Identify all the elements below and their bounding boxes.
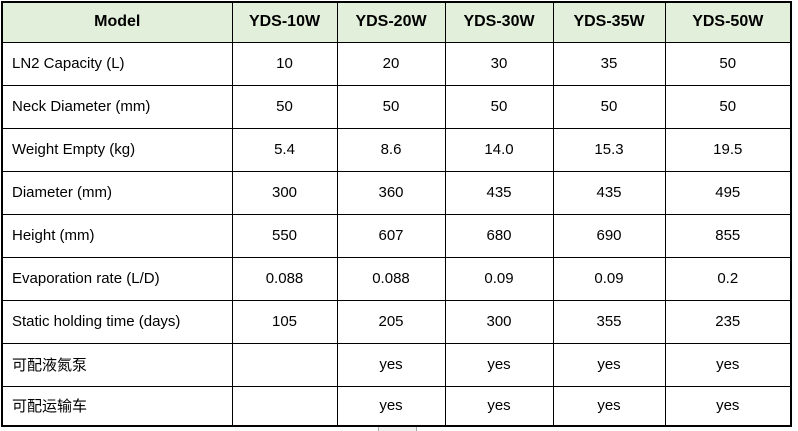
- column-header-yds-10w: YDS-10W: [231, 1, 338, 43]
- table-cell: 300: [444, 299, 554, 344]
- table-cell: 435: [552, 170, 666, 215]
- table-cell: 690: [552, 213, 666, 258]
- table-row-transport-cart-option: 可配运输车 yes yes yes yes: [1, 385, 792, 427]
- table-cell: 8.6: [336, 127, 446, 172]
- table-cell: yes: [336, 385, 446, 427]
- table-cell: 50: [664, 84, 792, 129]
- spec-table: Model YDS-10W YDS-20W YDS-30W YDS-35W YD…: [1, 1, 792, 427]
- table-cell: 205: [336, 299, 446, 344]
- table-cell: 50: [231, 84, 338, 129]
- table-row-evaporation-rate: Evaporation rate (L/D) 0.088 0.088 0.09 …: [1, 256, 792, 301]
- table-cell: 550: [231, 213, 338, 258]
- table-cell: 0.088: [336, 256, 446, 301]
- table-cell: 435: [444, 170, 554, 215]
- table-cell: 607: [336, 213, 446, 258]
- table-cell: [231, 342, 338, 387]
- row-label: Diameter (mm): [1, 170, 233, 215]
- table-cell: 360: [336, 170, 446, 215]
- column-header-yds-50w: YDS-50W: [664, 1, 792, 43]
- column-header-yds-30w: YDS-30W: [444, 1, 554, 43]
- row-label: Height (mm): [1, 213, 233, 258]
- header-row: Model YDS-10W YDS-20W YDS-30W YDS-35W YD…: [1, 1, 792, 43]
- table-row-neck-diameter: Neck Diameter (mm) 50 50 50 50 50: [1, 84, 792, 129]
- table-row-weight-empty: Weight Empty (kg) 5.4 8.6 14.0 15.3 19.5: [1, 127, 792, 172]
- table-cell: yes: [336, 342, 446, 387]
- column-header-yds-20w: YDS-20W: [336, 1, 446, 43]
- table-cell: 20: [336, 41, 446, 86]
- table-cell: [231, 385, 338, 427]
- table-cell: 50: [664, 41, 792, 86]
- table-row-static-holding-time: Static holding time (days) 105 205 300 3…: [1, 299, 792, 344]
- row-label: Weight Empty (kg): [1, 127, 233, 172]
- column-header-yds-35w: YDS-35W: [552, 1, 666, 43]
- scrollbar-fragment: [378, 427, 417, 431]
- table-row-ln2-pump-option: 可配液氮泵 yes yes yes yes: [1, 342, 792, 387]
- table-cell: 0.2: [664, 256, 792, 301]
- table-cell: 855: [664, 213, 792, 258]
- table-cell: 5.4: [231, 127, 338, 172]
- table-cell: 10: [231, 41, 338, 86]
- column-header-model: Model: [1, 1, 233, 43]
- row-label: 可配运输车: [1, 385, 233, 427]
- table-cell: 355: [552, 299, 666, 344]
- table-cell: 50: [336, 84, 446, 129]
- table-cell: 680: [444, 213, 554, 258]
- table-cell: yes: [552, 342, 666, 387]
- row-label: Static holding time (days): [1, 299, 233, 344]
- table-cell: yes: [552, 385, 666, 427]
- row-label: LN2 Capacity (L): [1, 41, 233, 86]
- table-cell: 0.088: [231, 256, 338, 301]
- row-label: 可配液氮泵: [1, 342, 233, 387]
- table-cell: 105: [231, 299, 338, 344]
- table-cell: 50: [552, 84, 666, 129]
- table-cell: 50: [444, 84, 554, 129]
- table-cell: yes: [444, 385, 554, 427]
- table-cell: 15.3: [552, 127, 666, 172]
- table-row-height: Height (mm) 550 607 680 690 855: [1, 213, 792, 258]
- table-cell: 35: [552, 41, 666, 86]
- table-cell: yes: [664, 342, 792, 387]
- table-cell: yes: [444, 342, 554, 387]
- table-cell: 235: [664, 299, 792, 344]
- table-row-ln2-capacity: LN2 Capacity (L) 10 20 30 35 50: [1, 41, 792, 86]
- table-cell: 300: [231, 170, 338, 215]
- row-label: Neck Diameter (mm): [1, 84, 233, 129]
- table-cell: yes: [664, 385, 792, 427]
- table-row-diameter: Diameter (mm) 300 360 435 435 495: [1, 170, 792, 215]
- table-cell: 0.09: [444, 256, 554, 301]
- table-cell: 495: [664, 170, 792, 215]
- table-cell: 0.09: [552, 256, 666, 301]
- table-cell: 14.0: [444, 127, 554, 172]
- row-label: Evaporation rate (L/D): [1, 256, 233, 301]
- table-cell: 19.5: [664, 127, 792, 172]
- table-cell: 30: [444, 41, 554, 86]
